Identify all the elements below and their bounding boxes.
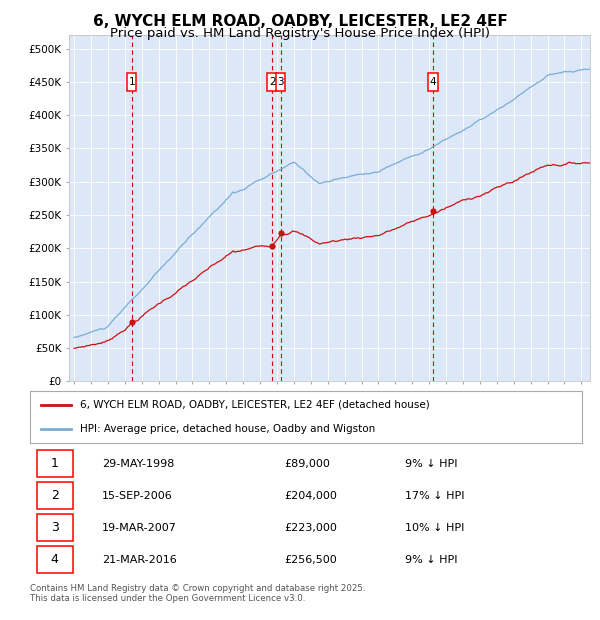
Text: 9% ↓ HPI: 9% ↓ HPI <box>406 555 458 565</box>
FancyBboxPatch shape <box>428 73 437 91</box>
Text: 29-MAY-1998: 29-MAY-1998 <box>102 459 174 469</box>
FancyBboxPatch shape <box>268 73 277 91</box>
Text: £204,000: £204,000 <box>284 490 337 501</box>
Text: HPI: Average price, detached house, Oadby and Wigston: HPI: Average price, detached house, Oadb… <box>80 424 375 434</box>
FancyBboxPatch shape <box>37 482 73 509</box>
Text: Contains HM Land Registry data © Crown copyright and database right 2025.
This d: Contains HM Land Registry data © Crown c… <box>30 584 365 603</box>
Text: 2: 2 <box>50 489 59 502</box>
Text: 2: 2 <box>269 77 275 87</box>
Text: 3: 3 <box>50 521 59 534</box>
FancyBboxPatch shape <box>37 450 73 477</box>
Text: 6, WYCH ELM ROAD, OADBY, LEICESTER, LE2 4EF (detached house): 6, WYCH ELM ROAD, OADBY, LEICESTER, LE2 … <box>80 400 430 410</box>
FancyBboxPatch shape <box>127 73 136 91</box>
Text: 21-MAR-2016: 21-MAR-2016 <box>102 555 176 565</box>
Text: Price paid vs. HM Land Registry's House Price Index (HPI): Price paid vs. HM Land Registry's House … <box>110 27 490 40</box>
Text: 6, WYCH ELM ROAD, OADBY, LEICESTER, LE2 4EF: 6, WYCH ELM ROAD, OADBY, LEICESTER, LE2 … <box>92 14 508 29</box>
Text: 1: 1 <box>128 77 135 87</box>
Text: 4: 4 <box>430 77 436 87</box>
Text: £256,500: £256,500 <box>284 555 337 565</box>
Text: 10% ↓ HPI: 10% ↓ HPI <box>406 523 465 533</box>
Text: 17% ↓ HPI: 17% ↓ HPI <box>406 490 465 501</box>
Text: £223,000: £223,000 <box>284 523 337 533</box>
FancyBboxPatch shape <box>37 515 73 541</box>
FancyBboxPatch shape <box>37 546 73 573</box>
Text: 15-SEP-2006: 15-SEP-2006 <box>102 490 173 501</box>
Text: 19-MAR-2007: 19-MAR-2007 <box>102 523 176 533</box>
Text: 4: 4 <box>50 553 59 566</box>
FancyBboxPatch shape <box>276 73 285 91</box>
Text: £89,000: £89,000 <box>284 459 330 469</box>
Text: 1: 1 <box>50 457 59 470</box>
Text: 9% ↓ HPI: 9% ↓ HPI <box>406 459 458 469</box>
Text: 3: 3 <box>277 77 284 87</box>
